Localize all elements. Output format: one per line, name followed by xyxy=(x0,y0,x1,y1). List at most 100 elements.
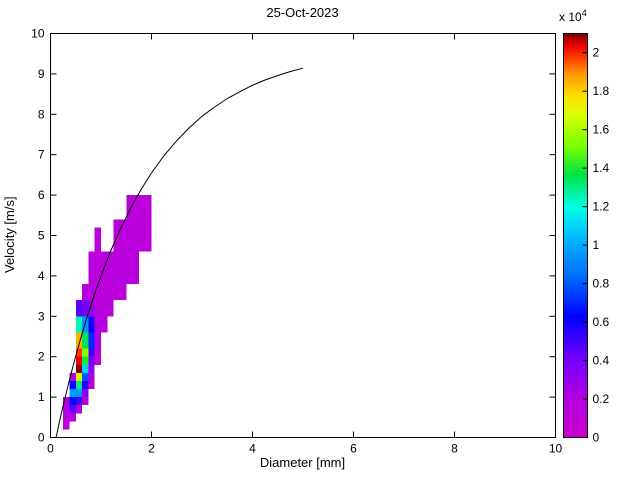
heatmap-cell xyxy=(69,397,76,406)
heatmap-cell xyxy=(88,316,95,333)
heatmap-cell xyxy=(82,364,89,373)
y-tick-label: 7 xyxy=(38,148,45,162)
heatmap-cell xyxy=(101,300,108,317)
heatmap-cell xyxy=(69,413,76,422)
heatmap-cell xyxy=(75,332,83,349)
heatmap-cell xyxy=(126,195,139,220)
heatmap-cell xyxy=(88,372,95,381)
colorbar-exponent-prefix: x 10 xyxy=(559,10,582,24)
colorbar-tick-label: 0.4 xyxy=(593,354,610,368)
heatmap-cell xyxy=(94,356,101,365)
heatmap-cell xyxy=(107,251,114,284)
x-tick-label: 0 xyxy=(47,442,54,456)
colorbar-tick-label: 1.4 xyxy=(593,161,610,175)
y-tick-label: 2 xyxy=(38,350,45,364)
x-axis-label: Diameter [mm] xyxy=(259,455,346,470)
heatmap-cell xyxy=(94,251,101,284)
heatmap-cell xyxy=(138,195,152,220)
heatmap-cell xyxy=(63,413,70,422)
heatmap-cell xyxy=(88,300,95,317)
heatmap-cell xyxy=(82,300,89,317)
heatmap-cell xyxy=(75,389,83,398)
heatmap-cell xyxy=(69,405,76,414)
terminal-velocity-curve xyxy=(55,67,304,438)
heatmap-cell xyxy=(75,348,83,357)
heatmap-cell xyxy=(113,283,127,301)
colorbar-tick-label: 1 xyxy=(593,238,600,252)
colorbar-tick-label: 2 xyxy=(593,46,600,60)
heatmap-cell xyxy=(82,372,89,381)
colorbar-tick-label: 0.2 xyxy=(593,392,610,406)
heatmap-cell xyxy=(126,251,139,284)
x-tick-label: 10 xyxy=(549,442,563,456)
heatmap-cell xyxy=(107,300,114,317)
heatmap-cell xyxy=(101,283,108,301)
y-tick-label: 10 xyxy=(31,27,45,41)
heatmap-cell xyxy=(82,389,89,398)
heatmap-cell xyxy=(88,332,95,349)
colorbar-exponent-label: x 104 xyxy=(559,8,587,24)
heatmap-cell xyxy=(88,364,95,373)
colorbar-tick-label: 1.6 xyxy=(593,123,610,137)
heatmap-cell xyxy=(101,316,108,333)
heatmap-cell xyxy=(82,283,89,301)
heatmap-cell xyxy=(88,356,95,365)
colorbar xyxy=(563,33,588,438)
heatmap-cell xyxy=(94,283,101,301)
heatmap-cell xyxy=(69,389,76,398)
heatmap-cell xyxy=(75,316,83,333)
heatmap-cell xyxy=(63,421,70,430)
y-tick-label: 3 xyxy=(38,309,45,323)
heatmap-cell xyxy=(88,283,95,301)
heatmap-cell xyxy=(94,332,101,349)
x-tick-label: 4 xyxy=(249,442,256,456)
heatmap-cell xyxy=(75,405,83,414)
y-tick-label: 6 xyxy=(38,188,45,202)
y-axis-label: Velocity [m/s] xyxy=(2,196,17,274)
colorbar-tick-label: 0.8 xyxy=(593,277,610,291)
heatmap-cell xyxy=(69,380,76,390)
heatmap-cell xyxy=(94,227,101,252)
colorbar-tick-label: 1.2 xyxy=(593,200,610,214)
heatmap-cell xyxy=(113,219,127,252)
heatmap-cell xyxy=(75,356,83,365)
heatmap-cell xyxy=(82,356,89,365)
x-tick-label: 6 xyxy=(350,442,357,456)
y-tick-label: 5 xyxy=(38,229,45,243)
heatmap-cell xyxy=(75,372,83,381)
heatmap-cell xyxy=(63,405,70,414)
x-tick-label: 2 xyxy=(148,442,155,456)
chart-title: 25-Oct-2023 xyxy=(266,5,339,20)
heatmap-cell xyxy=(69,372,76,381)
heatmap-cell xyxy=(82,348,89,357)
colorbar-exponent-power: 4 xyxy=(581,8,587,18)
y-tick-label: 4 xyxy=(38,269,45,283)
heatmap-cell xyxy=(88,251,95,284)
heatmap-cell xyxy=(94,316,101,333)
heatmap-cell xyxy=(75,300,83,317)
heatmap-cell xyxy=(82,332,89,349)
heatmap-cell xyxy=(94,348,101,357)
heatmap-cell xyxy=(113,251,127,284)
heatmap-cell xyxy=(75,364,83,373)
heatmap-cell xyxy=(82,397,89,406)
colorbar-tick-label: 1.8 xyxy=(593,84,610,98)
heatmap-cell xyxy=(75,380,83,390)
heatmap-cell xyxy=(126,219,139,252)
colorbar-tick-label: 0.6 xyxy=(593,315,610,329)
heatmap-cell xyxy=(75,397,83,406)
heatmap-cell xyxy=(138,219,152,252)
heatmap-cell xyxy=(88,348,95,357)
heatmap-cell xyxy=(82,380,89,390)
heatmap-cell xyxy=(107,283,114,301)
heatmap-cell xyxy=(94,300,101,317)
y-tick-label: 0 xyxy=(38,431,45,445)
colorbar-tick-label: 0 xyxy=(593,431,600,445)
y-tick-label: 8 xyxy=(38,107,45,121)
heatmap-cell xyxy=(63,397,70,406)
x-tick-label: 8 xyxy=(451,442,458,456)
y-tick-label: 1 xyxy=(38,390,45,404)
y-tick-label: 9 xyxy=(38,67,45,81)
